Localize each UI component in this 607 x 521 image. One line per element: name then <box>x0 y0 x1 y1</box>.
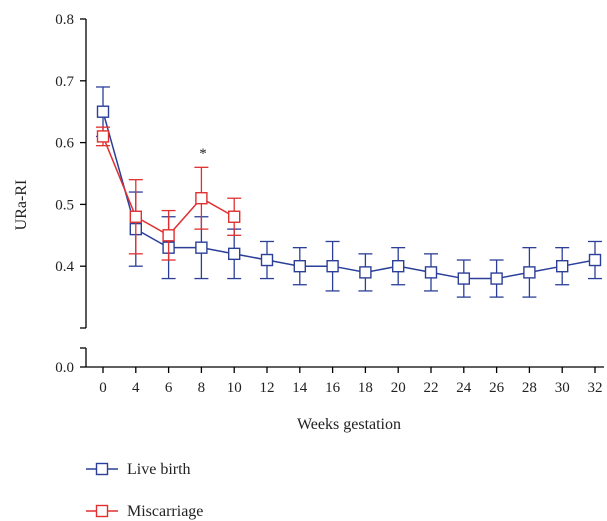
data-point <box>162 229 175 242</box>
x-tick-label: 18 <box>358 380 373 396</box>
data-point <box>96 105 110 118</box>
x-tick-label: 0 <box>99 380 107 396</box>
data-point <box>227 247 241 261</box>
y-tick-label: 0.4 <box>55 259 74 275</box>
x-tick-label: 10 <box>227 380 242 396</box>
y-tick-label: 0.8 <box>55 12 74 28</box>
y-tick-label: 0.0 <box>55 360 74 376</box>
data-point <box>359 266 372 279</box>
y-axis-label: URa-RI <box>13 180 30 231</box>
y-tick-label: 0.7 <box>55 74 74 90</box>
series-live-birth <box>96 86 602 298</box>
data-point <box>392 260 405 273</box>
x-tick-label: 4 <box>132 380 140 396</box>
series-miscarriage <box>96 126 242 261</box>
legend: Live birth Miscarriage <box>86 461 203 520</box>
data-point <box>523 266 536 279</box>
x-tick-label: 30 <box>555 380 570 396</box>
data-point <box>96 130 110 143</box>
x-tick-label: 6 <box>165 380 173 396</box>
y-tick-label: 0.5 <box>55 197 74 213</box>
x-tick-label: 32 <box>588 380 603 396</box>
x-tick-label: 14 <box>292 380 308 396</box>
x-tick-label: 28 <box>522 380 537 396</box>
x-axis-label: Weeks gestation <box>297 416 401 433</box>
data-point <box>227 210 241 223</box>
data-point <box>293 260 306 273</box>
data-point <box>588 253 602 267</box>
data-point <box>556 260 569 273</box>
x-tick-label: 22 <box>424 380 439 396</box>
x-tick-label: 16 <box>325 380 341 396</box>
y-tick-label: 0.6 <box>55 136 74 152</box>
data-point <box>490 272 503 285</box>
legend-marker <box>95 462 109 476</box>
legend-item: Live birth <box>86 461 191 478</box>
x-tick-label: 20 <box>391 380 406 396</box>
data-point <box>129 210 143 223</box>
significance-marker: * <box>199 146 207 162</box>
data-point <box>326 260 339 273</box>
legend-marker <box>95 504 109 518</box>
x-tick-label: 8 <box>198 380 206 396</box>
series-line <box>102 111 596 280</box>
data-point <box>195 192 208 205</box>
data-point <box>195 241 208 254</box>
series-layer <box>96 86 602 298</box>
axes: 0.0 0.4 0.5 0.6 0.7 0.8 0 4 6 8 10 12 14 16 18 20 22 24 26… <box>55 12 604 396</box>
legend-label: Miscarriage <box>127 503 203 520</box>
data-point <box>424 266 438 279</box>
data-point <box>457 272 470 285</box>
x-tick-label: 12 <box>260 380 275 396</box>
x-tick-label: 26 <box>489 380 505 396</box>
legend-item: Miscarriage <box>86 503 203 520</box>
legend-label: Live birth <box>127 461 191 478</box>
data-point <box>260 253 274 267</box>
x-tick-label: 24 <box>456 380 472 396</box>
